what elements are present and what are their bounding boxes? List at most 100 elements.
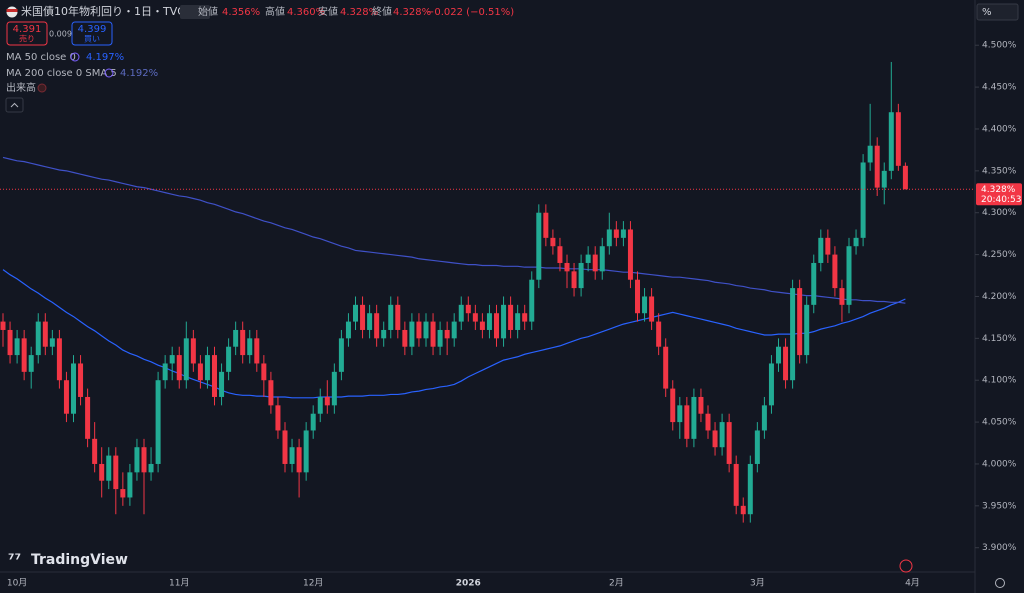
candle-body xyxy=(494,313,499,339)
legend-icon[interactable] xyxy=(70,52,80,62)
candle-body xyxy=(402,329,408,347)
candle-body xyxy=(261,363,267,381)
candle-body xyxy=(747,463,753,515)
candle-body xyxy=(7,329,13,356)
candle-body xyxy=(465,304,471,314)
candle-body xyxy=(627,229,633,280)
candle-body xyxy=(705,413,711,431)
sell-button[interactable] xyxy=(6,21,48,46)
candle-body xyxy=(867,145,873,163)
candle-body xyxy=(204,355,210,381)
candle-body xyxy=(296,447,302,473)
candle-body xyxy=(303,430,309,473)
y-tick-label: 4.350% xyxy=(982,166,1017,176)
ohlc-label: 終値 xyxy=(372,5,392,18)
ma-line xyxy=(2,269,906,399)
legend-value: 4.197% xyxy=(86,52,124,63)
candle-body xyxy=(324,396,330,406)
ohlc-value: 4.328% xyxy=(340,7,378,18)
candle-body xyxy=(212,355,217,397)
candle-body xyxy=(501,304,507,339)
candle-body xyxy=(254,338,260,364)
candle-body xyxy=(21,338,27,372)
collapse-button[interactable] xyxy=(5,97,24,113)
legend-value: 4.192% xyxy=(120,68,158,79)
candle-body xyxy=(797,288,803,356)
candle-body xyxy=(120,489,126,498)
candle-body xyxy=(536,212,542,280)
candle-body xyxy=(85,396,91,439)
buy-label: 買い xyxy=(84,35,100,44)
candle-body xyxy=(374,313,380,339)
candle-body xyxy=(832,254,838,289)
candle-body xyxy=(353,304,358,322)
unit-box[interactable] xyxy=(976,3,1019,21)
x-tick-label: 4月 xyxy=(905,578,920,589)
ohlc-value: 4.328% xyxy=(393,7,431,18)
candle-body xyxy=(790,288,796,381)
price-tag-value: 4.328% xyxy=(981,185,1016,195)
candle-body xyxy=(486,313,492,330)
candle-body xyxy=(148,463,154,473)
sell-label: 売り xyxy=(19,34,35,44)
candle-body xyxy=(99,463,105,481)
candle-body xyxy=(0,321,6,330)
candle-body xyxy=(649,296,655,322)
candle-body xyxy=(134,447,140,473)
candle-body xyxy=(388,304,394,330)
candle-body xyxy=(599,246,605,272)
candle-body xyxy=(839,288,845,305)
legend-icon[interactable] xyxy=(104,68,114,78)
candle-body xyxy=(620,229,626,238)
warning-icon[interactable] xyxy=(37,83,47,93)
candle-body xyxy=(49,338,55,347)
candle-body xyxy=(219,371,225,397)
legend-name: MA 200 close 0 SMA 5 xyxy=(6,68,117,79)
x-tick-label: 3月 xyxy=(750,578,765,589)
candle-body xyxy=(247,338,253,356)
candle-body xyxy=(719,422,725,448)
candle-body xyxy=(550,237,556,247)
candle-body xyxy=(479,321,485,330)
candle-body xyxy=(768,363,774,406)
candle-body xyxy=(430,321,436,347)
candle-body xyxy=(71,363,76,414)
candle-body xyxy=(155,380,161,464)
ohlc-value: 4.360% xyxy=(287,7,325,18)
unit: % xyxy=(982,7,992,18)
candle-body xyxy=(691,396,697,439)
candle-body xyxy=(712,430,718,448)
candle-body xyxy=(902,165,908,190)
x-tick-label: 2月 xyxy=(609,578,624,589)
header-icons[interactable] xyxy=(180,5,210,19)
candle-body xyxy=(698,396,704,414)
candle-body xyxy=(564,262,570,272)
candle-body xyxy=(409,321,415,347)
brand: TradingView xyxy=(31,552,128,568)
candle-body xyxy=(613,229,619,238)
candle-body xyxy=(888,112,894,171)
symbol-title: 米国債10年物利回り・1日・TVC xyxy=(21,4,185,18)
candle-body xyxy=(92,438,98,464)
candle-body xyxy=(233,329,239,347)
candle-body xyxy=(63,380,69,414)
ma-line xyxy=(2,156,906,304)
candle-body xyxy=(543,212,549,238)
candle-body xyxy=(367,313,373,330)
settings-icon[interactable] xyxy=(995,578,1005,588)
candle-body xyxy=(282,430,288,464)
candle-body xyxy=(458,304,464,322)
candle-body xyxy=(14,338,20,356)
candle-body xyxy=(106,455,112,481)
ohlc-value: 4.356% xyxy=(222,7,260,18)
buy-button[interactable] xyxy=(71,21,113,46)
ohlc-label: 高値 xyxy=(265,5,285,18)
alert-icon[interactable] xyxy=(899,559,913,573)
y-tick-label: 3.950% xyxy=(982,501,1017,511)
candle-body xyxy=(78,363,84,397)
ohlc-label: 始値 xyxy=(198,5,218,18)
candle-body xyxy=(522,313,528,322)
x-tick-label: 10月 xyxy=(7,578,27,589)
candle-body xyxy=(804,304,810,356)
